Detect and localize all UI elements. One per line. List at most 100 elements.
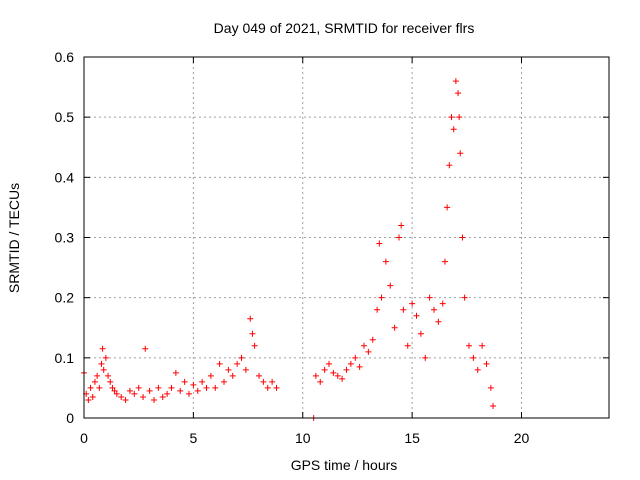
data-point xyxy=(448,114,455,121)
data-point xyxy=(444,204,451,211)
data-point xyxy=(356,363,363,370)
x-tick-label: 15 xyxy=(404,430,420,446)
data-point xyxy=(142,345,149,352)
x-tick-label: 5 xyxy=(189,430,197,446)
y-tick-label: 0.3 xyxy=(55,230,75,246)
data-point xyxy=(118,393,125,400)
x-tick-label: 10 xyxy=(295,430,311,446)
data-point xyxy=(269,378,276,385)
data-point xyxy=(446,162,453,169)
data-point xyxy=(435,318,442,325)
data-point xyxy=(186,390,192,397)
data-point xyxy=(100,366,107,373)
data-point xyxy=(413,312,420,319)
data-point xyxy=(374,306,381,313)
data-point xyxy=(326,360,332,367)
data-point xyxy=(398,222,405,229)
y-tick-label: 0.5 xyxy=(55,109,75,125)
data-point xyxy=(256,372,262,379)
data-point xyxy=(365,348,372,355)
data-point xyxy=(98,360,105,367)
data-point xyxy=(159,393,166,400)
data-point xyxy=(234,360,241,367)
data-point xyxy=(391,324,398,331)
data-point xyxy=(479,342,486,349)
data-point xyxy=(470,354,477,361)
data-point xyxy=(146,387,153,394)
data-point xyxy=(94,372,101,379)
data-point xyxy=(105,372,112,379)
data-point xyxy=(439,300,446,307)
data-point xyxy=(400,306,407,313)
data-point xyxy=(459,234,466,241)
data-point xyxy=(457,150,464,157)
data-point xyxy=(242,366,249,373)
data-point xyxy=(334,372,341,379)
data-point xyxy=(131,390,138,397)
data-point xyxy=(181,378,188,385)
data-point xyxy=(455,90,462,97)
data-point xyxy=(330,369,337,376)
data-point xyxy=(404,342,411,349)
data-point xyxy=(317,378,324,385)
data-point xyxy=(109,384,116,391)
y-tick-label: 0.4 xyxy=(55,169,75,185)
x-tick-label: 20 xyxy=(514,430,530,446)
grid-lines xyxy=(84,57,609,418)
data-point xyxy=(417,330,424,337)
data-point xyxy=(216,360,223,367)
data-point xyxy=(151,396,157,403)
data-points xyxy=(81,78,497,421)
data-point xyxy=(247,315,254,322)
data-point xyxy=(194,387,201,394)
y-tick-label: 0.1 xyxy=(55,350,75,366)
data-point xyxy=(199,378,206,385)
data-point xyxy=(238,354,245,361)
data-point xyxy=(483,360,490,367)
data-point xyxy=(91,378,98,385)
axis-ticks: 0 0.1 0.2 0.3 0.4 0.5 0.6 0 5 10 15 20 xyxy=(55,49,609,446)
data-point xyxy=(273,384,280,391)
data-point xyxy=(382,258,389,265)
data-point xyxy=(376,240,383,247)
data-point xyxy=(369,336,376,343)
data-point xyxy=(122,396,129,403)
data-point xyxy=(456,114,463,121)
y-tick-label: 0.2 xyxy=(55,290,75,306)
data-point xyxy=(343,366,350,373)
data-point xyxy=(422,354,429,361)
data-point xyxy=(207,372,214,379)
data-point xyxy=(321,366,328,373)
data-point xyxy=(347,360,354,367)
data-point xyxy=(339,375,346,382)
data-point xyxy=(113,390,120,397)
data-point xyxy=(361,342,367,349)
data-point xyxy=(264,384,271,391)
data-point xyxy=(260,378,267,385)
data-point xyxy=(487,384,494,391)
data-point xyxy=(177,387,184,394)
data-point xyxy=(85,396,92,403)
data-point xyxy=(172,369,179,376)
data-point xyxy=(387,282,394,289)
data-point xyxy=(229,372,236,379)
data-point xyxy=(378,294,385,301)
data-point xyxy=(96,384,103,391)
data-point xyxy=(396,234,402,241)
data-point xyxy=(190,381,197,388)
data-point xyxy=(452,78,459,85)
data-point xyxy=(135,384,142,391)
data-point xyxy=(107,378,114,385)
data-point xyxy=(474,366,481,373)
data-point xyxy=(89,393,96,400)
data-point xyxy=(490,402,497,409)
data-point xyxy=(441,258,448,265)
data-point xyxy=(225,366,232,373)
data-point xyxy=(203,384,210,391)
y-tick-label: 0.6 xyxy=(55,49,75,65)
data-point xyxy=(450,126,457,133)
data-point xyxy=(251,342,258,349)
y-axis-label: SRMTID / TECUs xyxy=(6,183,22,293)
data-point xyxy=(140,393,147,400)
